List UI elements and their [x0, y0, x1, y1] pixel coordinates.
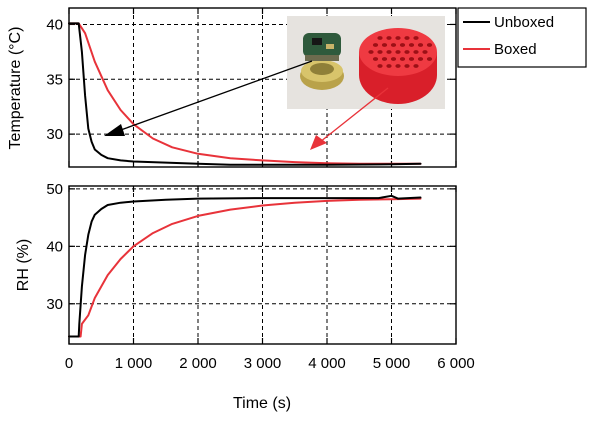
humidity-axis-label: RH (%) — [15, 239, 32, 291]
humidity-y-tick-label: 40 — [46, 238, 63, 255]
temperature-panel: 30 35 40 Temperature (°C) — [7, 7, 457, 168]
vent-hole — [417, 43, 424, 47]
vent-hole — [372, 57, 379, 61]
vent-hole — [377, 50, 383, 54]
humidity-series — [68, 194, 422, 338]
boxed-arrow-head — [310, 135, 327, 150]
boxed-sensor-picture — [359, 28, 437, 104]
temperature-y-tick-label: 30 — [46, 126, 63, 143]
x-tick-label: 3 000 — [244, 355, 282, 372]
time-axis-label: Time (s) — [233, 395, 291, 412]
vent-hole — [413, 36, 419, 40]
vent-hole — [390, 57, 397, 61]
temperature-y-tick-label: 40 — [46, 16, 63, 33]
vent-hole — [404, 36, 410, 40]
vent-hole — [399, 43, 406, 47]
humidity-series-unboxed — [68, 194, 422, 338]
boxed-arrow-line — [319, 87, 389, 143]
vent-hole — [386, 50, 392, 54]
humidity-grid — [69, 186, 456, 344]
sensor-photo-inset — [287, 16, 445, 109]
annotation-arrows — [104, 60, 389, 150]
vent-hole — [399, 57, 406, 61]
x-tick-label: 2 000 — [179, 355, 217, 372]
humidity-axis-ticks: 0 1 000 2 000 3 000 4 000 5 000 6 000 30 40 50 — [46, 181, 474, 372]
vent-hole — [408, 43, 415, 47]
humidity-y-tick-label: 50 — [46, 181, 63, 198]
legend-label-boxed: Boxed — [494, 41, 537, 58]
vent-hole — [395, 50, 401, 54]
vent-hole — [413, 64, 419, 68]
humidity-plot-frame — [68, 185, 457, 345]
temperature-series-unboxed — [68, 22, 422, 166]
temperature-series-boxed — [68, 22, 422, 165]
vent-hole — [417, 57, 424, 61]
vent-hole — [426, 57, 433, 61]
x-tick-label: 5 000 — [373, 355, 411, 372]
temperature-y-tick-label: 35 — [46, 71, 63, 88]
vent-hole — [377, 64, 383, 68]
legend-box — [457, 7, 587, 68]
legend-label-unboxed: Unboxed — [494, 14, 554, 31]
temperature-plot-frame — [68, 7, 457, 168]
unboxed-sensor-picture — [300, 33, 344, 90]
vent-hole — [381, 57, 388, 61]
vent-hole — [381, 43, 388, 47]
vent-hole — [395, 64, 401, 68]
vent-hole — [386, 36, 392, 40]
vent-hole — [368, 50, 374, 54]
temperature-axis-label: Temperature (°C) — [7, 27, 24, 150]
x-tick-label: 0 — [65, 355, 73, 372]
vent-hole — [372, 43, 379, 47]
temperature-series — [68, 22, 422, 166]
vent-hole — [404, 50, 410, 54]
vent-hole — [386, 64, 392, 68]
unboxed-arrow-head — [104, 124, 125, 136]
vent-hole — [408, 57, 415, 61]
vent-hole — [395, 36, 401, 40]
vent-hole — [426, 43, 433, 47]
vent-hole — [377, 36, 383, 40]
x-tick-label: 1 000 — [115, 355, 153, 372]
legend: Unboxed Boxed — [457, 7, 587, 68]
x-tick-label: 6 000 — [437, 355, 475, 372]
vent-hole — [390, 43, 397, 47]
unboxed-arrow-line — [117, 60, 313, 132]
vent-hole — [404, 64, 410, 68]
humidity-panel: 0 1 000 2 000 3 000 4 000 5 000 6 000 30 40 50 RH… — [15, 181, 475, 412]
humidity-y-tick-label: 30 — [46, 296, 63, 313]
x-tick-label: 4 000 — [308, 355, 346, 372]
vent-hole — [422, 50, 428, 54]
humidity-series-boxed — [68, 197, 422, 338]
vent-hole — [413, 50, 419, 54]
